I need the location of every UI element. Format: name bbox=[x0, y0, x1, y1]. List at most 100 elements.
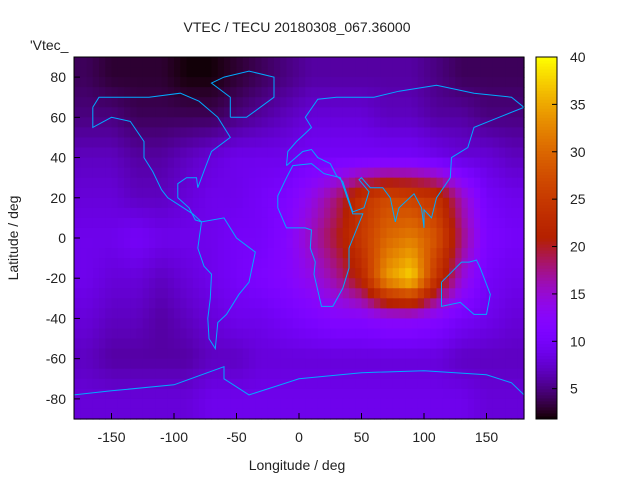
heatmap-cell bbox=[205, 388, 213, 400]
heatmap-cell bbox=[74, 117, 81, 128]
heatmap-cell bbox=[136, 97, 144, 108]
heatmap-cell bbox=[117, 338, 125, 350]
heatmap-cell bbox=[336, 87, 344, 98]
heatmap-cell bbox=[267, 67, 275, 78]
heatmap-cell bbox=[280, 298, 288, 309]
heatmap-cell bbox=[217, 248, 225, 259]
heatmap-cell bbox=[430, 348, 438, 360]
heatmap-cell bbox=[480, 87, 488, 98]
heatmap-cell bbox=[492, 348, 500, 360]
heatmap-cell bbox=[242, 368, 250, 380]
heatmap-cell bbox=[149, 318, 156, 330]
heatmap-cell bbox=[367, 137, 375, 149]
heatmap-cell bbox=[367, 368, 375, 380]
heatmap-cell bbox=[280, 408, 288, 420]
heatmap-cell bbox=[386, 238, 394, 249]
heatmap-cell bbox=[417, 328, 425, 340]
heatmap-cell bbox=[280, 67, 288, 78]
colorbar-swatch bbox=[536, 138, 557, 142]
heatmap-cell bbox=[205, 67, 213, 78]
heatmap-cell bbox=[249, 97, 256, 108]
heatmap-cell bbox=[155, 207, 163, 219]
heatmap-cell bbox=[374, 378, 381, 390]
heatmap-cell bbox=[249, 358, 256, 370]
heatmap-cell bbox=[311, 268, 319, 279]
heatmap-cell bbox=[386, 137, 394, 149]
heatmap-cell bbox=[267, 187, 275, 199]
heatmap-cell bbox=[474, 398, 481, 410]
heatmap-cell bbox=[161, 238, 169, 249]
heatmap-cell bbox=[199, 107, 206, 118]
heatmap-cell bbox=[211, 117, 219, 128]
heatmap-cell bbox=[380, 348, 388, 360]
heatmap-cell bbox=[311, 177, 319, 189]
heatmap-cell bbox=[517, 328, 525, 340]
colorbar-swatch bbox=[536, 159, 557, 164]
heatmap-cell bbox=[80, 298, 88, 309]
heatmap-cell bbox=[517, 408, 525, 420]
heatmap-cell bbox=[317, 338, 325, 350]
heatmap-cell bbox=[186, 368, 194, 380]
heatmap-cell bbox=[386, 258, 394, 269]
heatmap-cell bbox=[324, 97, 331, 108]
colorbar-swatch bbox=[536, 343, 557, 348]
heatmap-cell bbox=[336, 348, 344, 360]
heatmap-cell bbox=[136, 378, 144, 390]
heatmap-cell bbox=[299, 248, 306, 259]
heatmap-cell bbox=[155, 308, 163, 320]
heatmap-cell bbox=[105, 278, 113, 289]
heatmap-cell bbox=[124, 318, 131, 330]
heatmap-cell bbox=[167, 268, 175, 279]
heatmap-cell bbox=[417, 278, 425, 289]
heatmap-cell bbox=[186, 67, 194, 78]
heatmap-cell bbox=[367, 348, 375, 360]
heatmap-cell bbox=[467, 388, 475, 400]
heatmap-cell bbox=[261, 87, 269, 98]
heatmap-cell bbox=[342, 288, 350, 299]
heatmap-cell bbox=[330, 238, 338, 249]
heatmap-cell bbox=[74, 348, 81, 360]
heatmap-cell bbox=[436, 368, 444, 380]
heatmap-cell bbox=[155, 348, 163, 360]
heatmap-cell bbox=[155, 278, 163, 289]
heatmap-cell bbox=[92, 157, 100, 169]
heatmap-cell bbox=[217, 97, 225, 108]
colorbar-swatch bbox=[536, 334, 557, 339]
heatmap-cell bbox=[161, 268, 169, 279]
heatmap-cell bbox=[86, 398, 94, 410]
heatmap-cell bbox=[455, 308, 463, 320]
colorbar-tick-label: 10 bbox=[570, 333, 586, 349]
heatmap-cell bbox=[355, 258, 363, 269]
heatmap-cell bbox=[217, 127, 225, 139]
heatmap-cell bbox=[105, 87, 113, 98]
heatmap-cell bbox=[436, 127, 444, 139]
heatmap-cell bbox=[80, 308, 88, 320]
heatmap-cell bbox=[111, 77, 119, 88]
heatmap-cell bbox=[317, 127, 325, 139]
heatmap-cell bbox=[255, 318, 263, 330]
heatmap-cell bbox=[117, 358, 125, 370]
heatmap-cell bbox=[99, 77, 106, 88]
heatmap-cell bbox=[117, 308, 125, 320]
heatmap-cell bbox=[311, 77, 319, 88]
heatmap-cell bbox=[449, 328, 456, 340]
heatmap-cell bbox=[186, 217, 194, 229]
heatmap-cell bbox=[336, 408, 344, 420]
heatmap-cell bbox=[92, 288, 100, 299]
heatmap-cell bbox=[274, 238, 281, 249]
heatmap-cell bbox=[155, 187, 163, 199]
heatmap-cell bbox=[142, 207, 150, 219]
heatmap-cell bbox=[342, 338, 350, 350]
heatmap-cell bbox=[142, 258, 150, 269]
heatmap-cell bbox=[192, 308, 200, 320]
heatmap-cell bbox=[330, 167, 338, 179]
heatmap-cell bbox=[386, 107, 394, 118]
heatmap-cell bbox=[236, 358, 244, 370]
heatmap-cell bbox=[499, 67, 506, 78]
heatmap-cell bbox=[442, 57, 450, 68]
heatmap-cell bbox=[142, 157, 150, 169]
heatmap-cell bbox=[367, 328, 375, 340]
heatmap-cell bbox=[224, 167, 231, 179]
heatmap-cell bbox=[505, 308, 513, 320]
